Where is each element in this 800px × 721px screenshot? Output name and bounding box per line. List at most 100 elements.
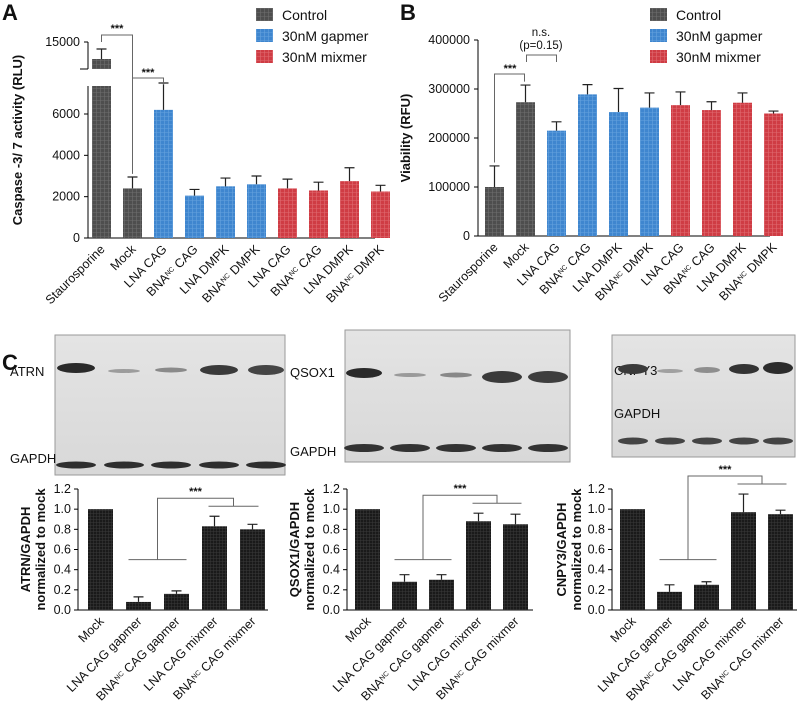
- chart-b-bar: [702, 110, 721, 236]
- chart-b-sig-label-1: ***: [504, 63, 518, 75]
- chart-a-sig-bracket-2: [132, 77, 164, 170]
- chart-a-bar: [278, 188, 297, 238]
- band-qsox1-2: [394, 373, 426, 377]
- chart-a-errorbar: [282, 178, 293, 189]
- chart-c2-errorbar: [473, 512, 484, 522]
- chart-c2-ytick-label: 1.2: [323, 482, 340, 496]
- chart-c2-errorbar: [436, 574, 447, 580]
- band-atrn-2: [108, 369, 140, 373]
- band-cnpy3-2: [657, 369, 683, 373]
- band-cnpy3-gapdh-3: [692, 437, 722, 445]
- chart-c2-errorbar: [399, 574, 410, 582]
- chart-c3-ytick-label: 1.0: [588, 502, 605, 516]
- chart-c2-sig-label: ***: [454, 483, 468, 495]
- band-atrn-3: [155, 367, 187, 373]
- chart-a-errorbar: [96, 48, 107, 59]
- chart-c2-bar: [466, 521, 491, 610]
- chart-c2-ytick-label: 0.0: [323, 603, 340, 617]
- legend-b-swatch-control: [650, 8, 667, 21]
- blot-cnpy3-frame: [611, 334, 796, 458]
- legend-b-label-mixmer: 30nM mixmer: [676, 49, 761, 65]
- band-cnpy3-3: [694, 367, 720, 373]
- chart-c3-ytick-label: 0.4: [588, 563, 605, 577]
- chart-b-ytick-label: 100000: [428, 180, 470, 194]
- chart-c3-errorbar: [775, 509, 786, 515]
- band-cnpy3-gapdh-5: [763, 437, 793, 445]
- blot-qsox1-target-label: QSOX1: [290, 365, 335, 380]
- chart-b-ytick-label: 300000: [428, 82, 470, 96]
- legend-a-label-control: Control: [282, 7, 327, 23]
- band-cnpy3-gapdh-4: [729, 437, 759, 445]
- chart-a-ytick-label: 4000: [52, 148, 80, 162]
- panel-letter-b: B: [400, 0, 416, 25]
- chart-c3-sig-label: ***: [719, 464, 733, 476]
- chart-c1-errorbar: [133, 596, 144, 602]
- chart-c1-ytick-label: 1.0: [54, 502, 71, 516]
- chart-a-errorbar: [189, 188, 200, 196]
- chart-c3-errorbar: [664, 584, 675, 592]
- chart-c2-bar: [392, 581, 417, 610]
- chart-c3-bar: [657, 591, 682, 610]
- band-qsox1-5: [528, 371, 568, 383]
- legend-a-label-mixmer: 30nM mixmer: [282, 49, 367, 65]
- chart-c1-ytick-label: 0.4: [54, 563, 71, 577]
- blot-qsox1: QSOX1 GAPDH: [290, 329, 571, 463]
- legend-a: Control 30nM gapmer 30nM mixmer: [256, 7, 369, 65]
- band-qsox1-gapdh-1: [344, 444, 384, 452]
- chart-a-ytick-label: 15000: [45, 35, 80, 49]
- chart-c1-sig-bracket: [157, 497, 234, 560]
- blot-qsox1-loading-label: GAPDH: [290, 444, 336, 459]
- chart-a-bar: [216, 186, 235, 238]
- band-cnpy3-1: [618, 364, 648, 374]
- chart-c1-errorbar: [247, 523, 258, 530]
- chart-b-errorbar: [582, 83, 593, 95]
- band-atrn-1: [57, 363, 95, 373]
- chart-b-bar: [516, 102, 535, 236]
- chart-b-sig-label-2-pvalue: (p=0.15): [519, 40, 562, 52]
- chart-b-errorbar: [489, 165, 500, 187]
- chart-c3-sig-bracket: [687, 475, 763, 560]
- chart-c2-ytick-label: 0.8: [323, 522, 340, 536]
- chart-c2-bar: [503, 524, 528, 610]
- band-atrn-gapdh-1: [56, 461, 96, 469]
- chart-b-errorbar: [706, 101, 717, 111]
- chart-b-errorbar: [644, 92, 655, 108]
- chart-c3-bar: [768, 514, 793, 610]
- band-atrn-gapdh-5: [246, 461, 286, 469]
- band-atrn-5: [248, 365, 284, 375]
- legend-b-swatch-mixmer: [650, 50, 667, 63]
- blot-atrn-frame: [54, 334, 286, 476]
- blot-cnpy3: CNPY3 GAPDH: [611, 334, 796, 458]
- chart-a: 0 2000 4000 6000 15000 Caspase -3/ 7 activity…: [10, 23, 390, 307]
- band-atrn-4: [200, 365, 238, 375]
- chart-b-ytick-label: 0: [463, 229, 470, 243]
- band-atrn-gapdh-2: [104, 461, 144, 469]
- chart-b-ytick-label: 400000: [428, 33, 470, 47]
- chart-a-bar: [185, 195, 204, 238]
- chart-b-sig-label-2: n.s.: [532, 27, 551, 39]
- chart-c2-ytick-label: 0.6: [323, 543, 340, 557]
- chart-a-bar: [371, 191, 390, 238]
- blot-cnpy3-loading-label: GAPDH: [614, 406, 660, 421]
- chart-c1-sig-label: ***: [189, 486, 203, 498]
- chart-c1-errorbar: [171, 590, 182, 594]
- chart-b-errorbar: [737, 92, 748, 103]
- blot-atrn: ATRN GAPDH: [10, 334, 286, 476]
- band-cnpy3-4: [729, 364, 759, 374]
- band-qsox1-gapdh-3: [436, 444, 476, 452]
- band-cnpy3-gapdh-1: [618, 437, 648, 445]
- chart-b-errorbar: [520, 84, 531, 103]
- chart-c1-bar: [240, 529, 265, 610]
- chart-b-bar: [609, 112, 628, 236]
- chart-c3-bar: [694, 584, 719, 610]
- chart-c2-ylabel-2: normalized to mock: [302, 488, 317, 611]
- chart-b-bar: [733, 102, 752, 236]
- chart-a-bar: [340, 181, 359, 238]
- chart-c3-ytick-label: 1.2: [588, 482, 605, 496]
- chart-a-ylabel: Caspase -3/ 7 activity (RLU): [10, 55, 25, 226]
- chart-a-errorbar: [313, 181, 324, 191]
- legend-a-label-gapmer: 30nM gapmer: [282, 28, 369, 44]
- legend-a-swatch-mixmer: [256, 50, 273, 63]
- chart-a-errorbar: [375, 184, 386, 192]
- chart-a-errorbar: [344, 167, 355, 182]
